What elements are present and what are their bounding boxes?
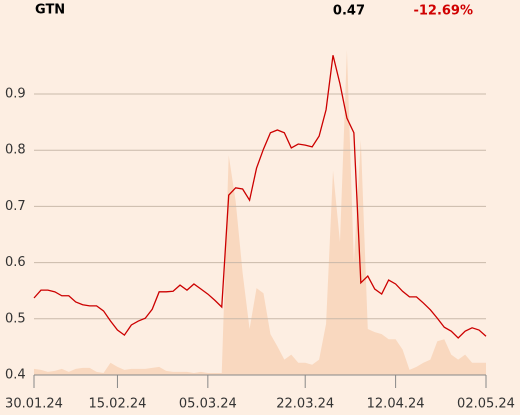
last-price: 0.47 xyxy=(333,4,365,19)
x-tick-label: 22.03.24 xyxy=(276,397,334,412)
x-tick-label: 12.04.24 xyxy=(367,397,425,412)
x-tick-label: 30.01.24 xyxy=(5,397,63,412)
price-line xyxy=(33,55,487,339)
y-tick-label: 0.4 xyxy=(5,368,26,383)
volume-area xyxy=(34,50,486,375)
y-tick-label: 0.9 xyxy=(5,87,26,102)
x-tick-label: 02.05.24 xyxy=(457,397,515,412)
change: -12.69% xyxy=(413,4,473,19)
y-tick-label: 0.6 xyxy=(5,255,26,270)
x-tick-label: 15.02.24 xyxy=(89,397,147,412)
ticker: GTN xyxy=(35,3,65,18)
y-tick-label: 0.8 xyxy=(5,143,26,158)
y-tick-label: 0.7 xyxy=(5,199,26,214)
y-tick-label: 0.5 xyxy=(5,311,26,326)
x-tick-label: 05.03.24 xyxy=(179,397,237,412)
